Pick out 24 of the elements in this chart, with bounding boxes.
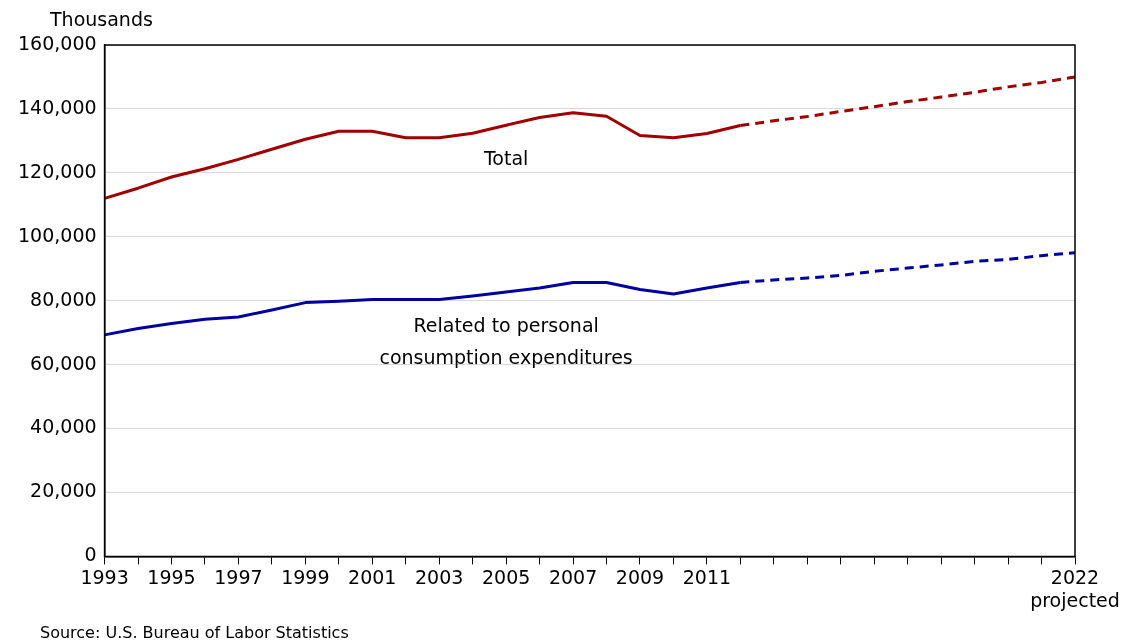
- x-tick-label: 2005: [481, 565, 531, 588]
- x-tick-label: 2007: [548, 565, 598, 588]
- y-tick-label: 20,000: [30, 479, 97, 502]
- x-tick-label: 2001: [348, 565, 397, 588]
- y-tick-label: 160,000: [17, 31, 97, 54]
- y-axis-title: Thousands: [49, 8, 153, 30]
- source-note: Source: U.S. Bureau of Labor Statistics: [40, 623, 349, 642]
- series-label: Related to personal consumption expenditures: [379, 314, 633, 369]
- x-tick-label: 1997: [214, 565, 263, 588]
- y-tick-label: 140,000: [17, 95, 97, 118]
- y-tick-label: 0: [84, 543, 97, 566]
- x-tick-label: 2003: [415, 565, 464, 588]
- x-tick-label: 1999: [281, 565, 330, 588]
- y-tick-label: 120,000: [17, 159, 97, 182]
- y-tick-label: 80,000: [30, 287, 97, 310]
- x-tick-label: 1995: [147, 565, 196, 588]
- x-tick-label: 2009: [615, 565, 665, 588]
- y-tick-label: 100,000: [17, 223, 97, 246]
- y-tick-label: 40,000: [30, 415, 97, 438]
- y-tick-label: 60,000: [30, 351, 97, 374]
- x-tick-label: 2022 projected: [1030, 565, 1120, 611]
- series-label: Total: [482, 147, 529, 170]
- x-tick-label: 1993: [80, 565, 129, 588]
- x-tick-label: 2011: [682, 565, 732, 588]
